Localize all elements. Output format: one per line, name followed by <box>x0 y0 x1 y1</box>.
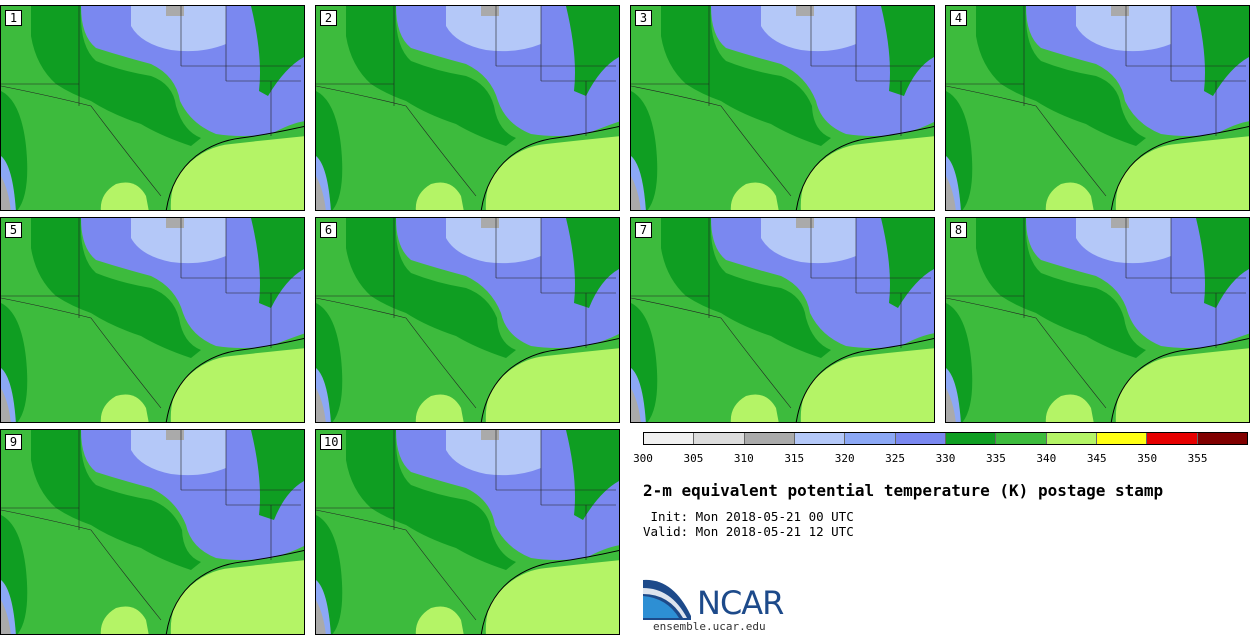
ensemble-member-panel[interactable]: 7 <box>630 217 935 423</box>
ensemble-member-panel[interactable]: 3 <box>630 5 935 211</box>
ensemble-member-panel[interactable]: 10 <box>315 429 620 635</box>
colorbar-swatch <box>945 433 997 444</box>
ncar-logo-icon <box>643 579 691 620</box>
colorbar-tick-label: 340 <box>1036 452 1057 465</box>
colorbar-swatch <box>794 433 846 444</box>
colorbar-swatch <box>845 433 896 444</box>
ensemble-member-panel[interactable]: 9 <box>0 429 305 635</box>
map-field <box>1 6 304 210</box>
panel-number-label: 2 <box>320 10 337 26</box>
map-field <box>1 430 304 634</box>
map-field <box>316 218 619 422</box>
colorbar-tick-label: 350 <box>1137 452 1158 465</box>
colorbar-tick-label: 310 <box>733 452 754 465</box>
map-field <box>631 218 934 422</box>
ensemble-member-panel[interactable]: 8 <box>945 217 1250 423</box>
colorbar-tick-label: 325 <box>885 452 906 465</box>
panel-number-label: 8 <box>950 222 967 238</box>
colorbar-tick-label: 345 <box>1086 452 1107 465</box>
colorbar-tick-label: 305 <box>683 452 704 465</box>
colorbar-tick-label: 335 <box>985 452 1006 465</box>
map-field <box>316 6 619 210</box>
panel-number-label: 4 <box>950 10 967 26</box>
panel-number-label: 10 <box>320 434 343 450</box>
colorbar-swatch <box>1197 433 1247 444</box>
colorbar-tick-label: 330 <box>935 452 956 465</box>
logo-url[interactable]: ensemble.ucar.edu <box>653 620 766 633</box>
colorbar-swatch <box>694 433 745 444</box>
colorbar-swatch <box>1046 433 1097 444</box>
plot-title: 2-m equivalent potential temperature (K)… <box>643 481 1164 500</box>
colorbar-swatch <box>1096 433 1148 444</box>
panel-number-label: 3 <box>635 10 652 26</box>
panel-number-label: 7 <box>635 222 652 238</box>
colorbar <box>643 432 1248 445</box>
map-field <box>946 218 1249 422</box>
colorbar-swatch <box>744 433 795 444</box>
panel-number-label: 5 <box>5 222 22 238</box>
colorbar-tick-label: 315 <box>784 452 805 465</box>
map-field <box>631 6 934 210</box>
colorbar-tick-label: 300 <box>633 452 653 465</box>
map-field <box>1 218 304 422</box>
colorbar-swatch <box>895 433 946 444</box>
panel-number-label: 9 <box>5 434 22 450</box>
colorbar-swatch <box>644 433 695 444</box>
panel-number-label: 6 <box>320 222 337 238</box>
colorbar-swatch <box>1147 433 1198 444</box>
ensemble-member-panel[interactable]: 4 <box>945 5 1250 211</box>
panel-number-label: 1 <box>5 10 22 26</box>
ensemble-member-panel[interactable]: 5 <box>0 217 305 423</box>
ensemble-member-panel[interactable]: 2 <box>315 5 620 211</box>
init-time: Init: Mon 2018-05-21 00 UTC <box>643 509 854 524</box>
map-field <box>316 430 619 634</box>
colorbar-tick-label: 320 <box>834 452 855 465</box>
colorbar-swatch <box>996 433 1047 444</box>
map-field <box>946 6 1249 210</box>
ensemble-member-panel[interactable]: 6 <box>315 217 620 423</box>
valid-time: Valid: Mon 2018-05-21 12 UTC <box>643 524 854 539</box>
ensemble-member-panel[interactable]: 1 <box>0 5 305 211</box>
colorbar-tick-label: 355 <box>1187 452 1208 465</box>
logo-text: NCAR <box>697 584 784 622</box>
